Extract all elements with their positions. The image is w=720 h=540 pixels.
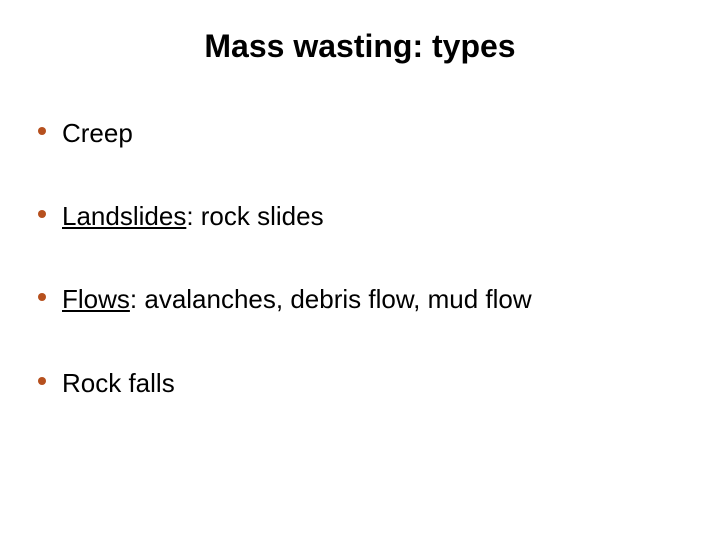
bullet-dot-icon [38, 210, 46, 218]
list-item-text: Creep [62, 118, 133, 149]
underlined-text: Landslides [62, 201, 186, 231]
plain-text: Rock falls [62, 368, 175, 398]
underlined-text: Flows [62, 284, 130, 314]
list-item-text: Rock falls [62, 368, 175, 399]
plain-text: Creep [62, 118, 133, 148]
slide-title: Mass wasting: types [0, 28, 720, 65]
list-item-text: Landslides: rock slides [62, 201, 324, 232]
bullet-dot-icon [38, 127, 46, 135]
bullet-list: Creep Landslides: rock slides Flows: avala… [38, 118, 678, 451]
list-item-text: Flows: avalanches, debris flow, mud flow [62, 284, 532, 315]
list-item: Rock falls [38, 368, 678, 399]
list-item: Flows: avalanches, debris flow, mud flow [38, 284, 678, 315]
plain-text: : rock slides [186, 201, 323, 231]
bullet-dot-icon [38, 377, 46, 385]
bullet-dot-icon [38, 293, 46, 301]
slide: Mass wasting: types Creep Landslides: roc… [0, 0, 720, 540]
plain-text: : avalanches, debris flow, mud flow [130, 284, 532, 314]
list-item: Creep [38, 118, 678, 149]
list-item: Landslides: rock slides [38, 201, 678, 232]
